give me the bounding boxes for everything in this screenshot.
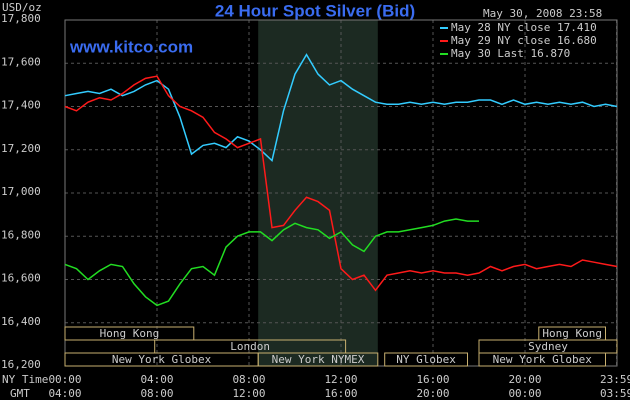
y-tick-label: 17,000 bbox=[1, 185, 41, 198]
session-label: Sydney bbox=[528, 340, 568, 353]
session-box bbox=[64, 326, 195, 341]
session-label: London bbox=[230, 340, 270, 353]
x-tick-label: 08:00 bbox=[232, 373, 265, 386]
y-tick-label: 16,200 bbox=[1, 358, 41, 371]
timestamp: May 30, 2008 23:58 bbox=[483, 7, 602, 20]
x-tick-label: 12:00 bbox=[324, 373, 357, 386]
gmt-tick-label: 12:00 bbox=[232, 387, 265, 400]
y-tick-label: 17,600 bbox=[1, 55, 41, 68]
legend-entry: May 29 NY close 16.680 bbox=[451, 34, 597, 47]
gmt-tick-label: 16:00 bbox=[324, 387, 357, 400]
session-label: New York Globex bbox=[112, 353, 212, 366]
watermark: www.kitco.com bbox=[69, 37, 193, 56]
chart-title: 24 Hour Spot Silver (Bid) bbox=[215, 1, 415, 20]
x-tick-label: 20:00 bbox=[508, 373, 541, 386]
x-tick-label: 23:59 bbox=[600, 373, 630, 386]
session-label: New York Globex bbox=[493, 353, 593, 366]
session-box bbox=[257, 352, 379, 367]
session-box bbox=[478, 352, 606, 367]
x-tick-label: 16:00 bbox=[416, 373, 449, 386]
y-tick-label: 17,400 bbox=[1, 99, 41, 112]
y-tick-label: 16,400 bbox=[1, 315, 41, 328]
series-line bbox=[64, 218, 479, 307]
legend-entry: May 30 Last 16.870 bbox=[451, 47, 570, 60]
session-label: Hong Kong bbox=[542, 327, 602, 340]
gmt-tick-label: 04:00 bbox=[48, 387, 81, 400]
y-tick-label: 17,200 bbox=[1, 142, 41, 155]
x-axis-label: GMT bbox=[10, 387, 30, 400]
session-label: NY Globex bbox=[396, 353, 456, 366]
session-label: New York NYMEX bbox=[272, 353, 365, 366]
legend-entry: May 28 NY close 17.410 bbox=[451, 21, 597, 34]
series-line bbox=[64, 53, 618, 163]
gmt-tick-label: 03:59 bbox=[600, 387, 630, 400]
gmt-tick-label: 20:00 bbox=[416, 387, 449, 400]
y-tick-label: 16,600 bbox=[1, 272, 41, 285]
y-tick-label: 16,800 bbox=[1, 228, 41, 241]
gmt-tick-label: 00:00 bbox=[508, 387, 541, 400]
session-label: Hong Kong bbox=[100, 327, 160, 340]
gmt-tick-label: 08:00 bbox=[140, 387, 173, 400]
y-tick-label: 17,800 bbox=[1, 12, 41, 25]
x-axis-label: NY Time bbox=[2, 373, 48, 386]
x-tick-label: 00:00 bbox=[48, 373, 81, 386]
x-tick-label: 04:00 bbox=[140, 373, 173, 386]
series-line bbox=[64, 75, 618, 292]
y-axis-label: USD/oz bbox=[2, 1, 42, 14]
session-box bbox=[384, 352, 469, 367]
